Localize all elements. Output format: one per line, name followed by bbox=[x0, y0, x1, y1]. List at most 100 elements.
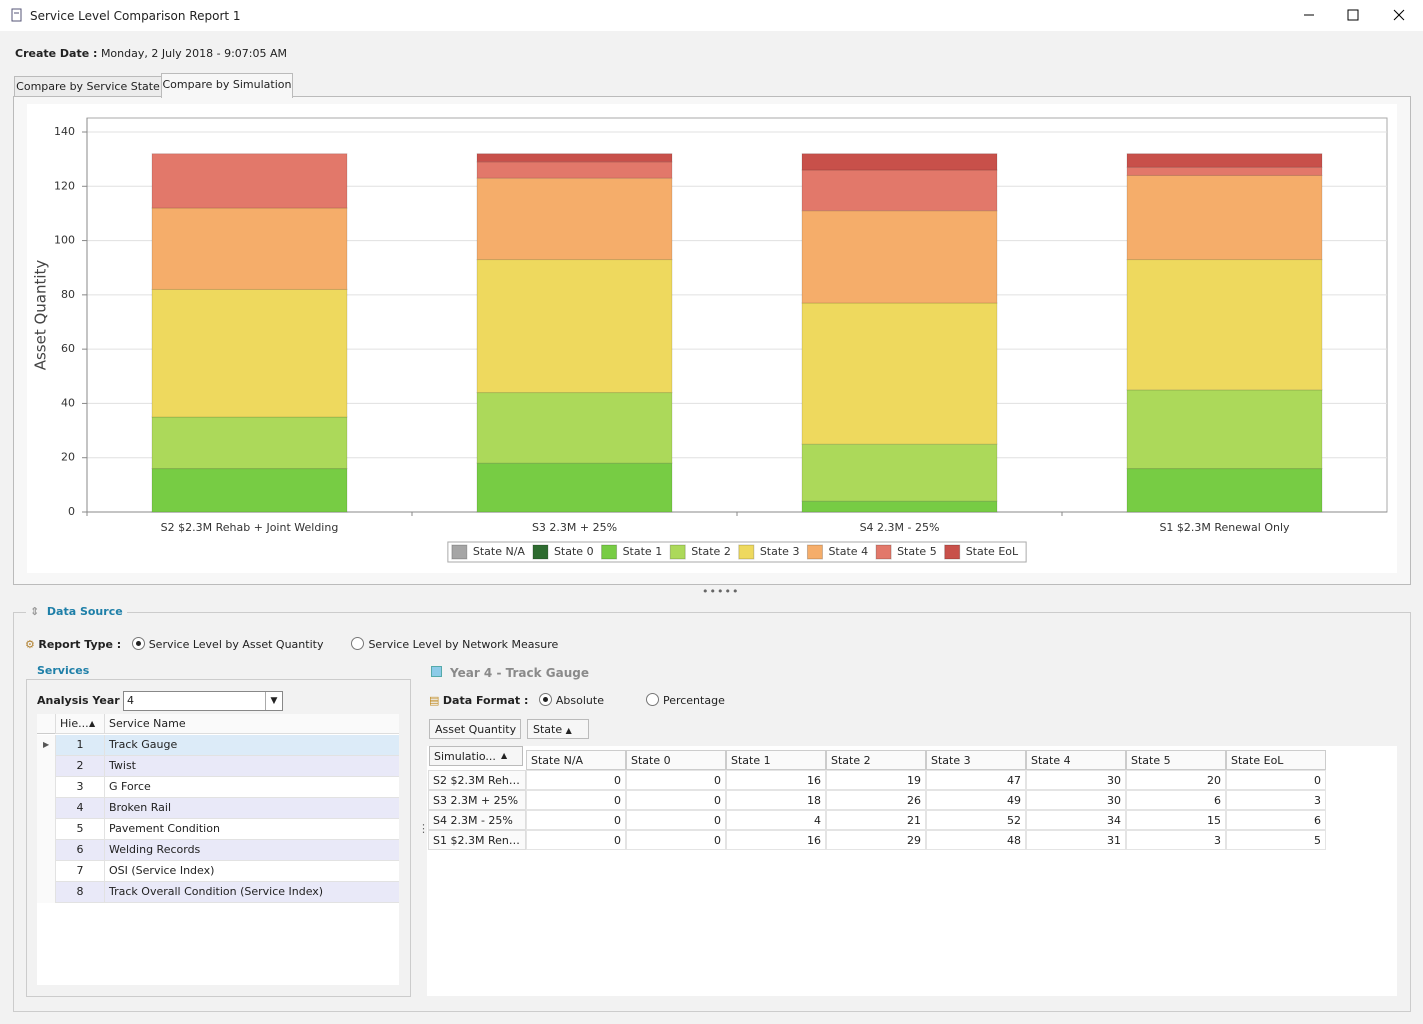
services-title: Services bbox=[33, 664, 94, 677]
cell: Pavement Condition bbox=[105, 819, 399, 840]
radio-label: Percentage bbox=[662, 694, 725, 707]
bar-segment bbox=[801, 169, 998, 212]
column-header: State EoL bbox=[1226, 750, 1326, 770]
legend-label: State EoL bbox=[966, 545, 1019, 558]
row-header: S3 2.3M + 25% bbox=[428, 790, 526, 810]
legend-swatch bbox=[875, 544, 892, 560]
data-format: ▤ Data Format : Absolute Percentage bbox=[429, 693, 725, 707]
year-title-text: Year 4 - Track Gauge bbox=[450, 666, 589, 680]
y-tick-label: 100 bbox=[54, 234, 75, 247]
data-source-group bbox=[13, 612, 1411, 1012]
cell: 19 bbox=[826, 770, 926, 790]
cell: 16 bbox=[726, 830, 826, 850]
analysis-year-combo[interactable]: 4 ▼ bbox=[123, 691, 283, 711]
bar-segment bbox=[476, 392, 673, 464]
row-header-button: Simulatio... bbox=[429, 746, 523, 766]
bar-segment bbox=[801, 500, 998, 513]
window-controls[interactable] bbox=[1290, 0, 1423, 31]
bar-segment bbox=[1126, 468, 1323, 513]
cell: 21 bbox=[826, 810, 926, 830]
splitter[interactable]: ⋮ bbox=[418, 822, 429, 835]
bar-segment bbox=[151, 207, 348, 290]
cell: Twist bbox=[105, 756, 399, 777]
column-header: State 2 bbox=[826, 750, 926, 770]
column-header bbox=[37, 714, 55, 734]
legend-swatch bbox=[601, 544, 618, 560]
y-tick-label: 140 bbox=[54, 125, 75, 138]
field-button[interactable]: Asset Quantity bbox=[429, 719, 521, 739]
legend-swatch bbox=[669, 544, 686, 560]
legend-swatch bbox=[532, 544, 549, 560]
cell: 6 bbox=[1226, 810, 1326, 830]
row-indicator bbox=[37, 756, 55, 777]
legend-item: State 5 bbox=[875, 544, 937, 560]
bar-segment bbox=[801, 153, 998, 171]
cell: G Force bbox=[105, 777, 399, 798]
legend-item: State EoL bbox=[944, 544, 1019, 560]
report-type-label: Report Type : bbox=[38, 638, 122, 651]
legend-label: State 3 bbox=[760, 545, 800, 558]
cell: Welding Records bbox=[105, 840, 399, 861]
cell: 3 bbox=[1126, 830, 1226, 850]
cell: 49 bbox=[926, 790, 1026, 810]
row-indicator bbox=[37, 819, 55, 840]
radio-label: Absolute bbox=[555, 694, 604, 707]
bar-segment bbox=[801, 210, 998, 304]
cell: 4 bbox=[55, 798, 105, 819]
create-date: Create Date : Monday, 2 July 2018 - 9:07… bbox=[15, 47, 287, 60]
cell: 6 bbox=[55, 840, 105, 861]
legend-label: State 5 bbox=[897, 545, 937, 558]
cell: 34 bbox=[1026, 810, 1126, 830]
field-button[interactable]: State ▲ bbox=[527, 719, 589, 739]
cell: 5 bbox=[55, 819, 105, 840]
column-header: Hie... bbox=[55, 714, 105, 734]
bar-segment bbox=[1126, 153, 1323, 168]
radio-option[interactable]: Service Level by Network Measure bbox=[351, 637, 559, 651]
cell: 29 bbox=[826, 830, 926, 850]
row-indicator bbox=[37, 840, 55, 861]
legend-item: State N/A bbox=[451, 544, 525, 560]
cell: 6 bbox=[1126, 790, 1226, 810]
bar-segment bbox=[476, 161, 673, 179]
cell: 31 bbox=[1026, 830, 1126, 850]
cell: 52 bbox=[926, 810, 1026, 830]
legend-swatch bbox=[944, 544, 961, 560]
analysis-year-label: Analysis Year : bbox=[37, 694, 128, 707]
cell: 15 bbox=[1126, 810, 1226, 830]
x-tick-label: S4 2.3M - 25% bbox=[860, 521, 940, 534]
cell: 0 bbox=[526, 810, 626, 830]
legend-label: State 2 bbox=[691, 545, 731, 558]
bar-segment bbox=[476, 177, 673, 261]
bar-segment bbox=[1126, 166, 1323, 176]
services-grid: Hie... ▲ Service Name ▶ 1 Track Gauge 2 Twist 3 G… bbox=[37, 714, 399, 985]
data-format-label: Data Format : bbox=[442, 694, 529, 707]
legend-swatch bbox=[806, 544, 823, 560]
radio-label: Service Level by Asset Quantity bbox=[148, 638, 324, 651]
tab-active[interactable]: Compare by Simulation bbox=[161, 73, 293, 98]
radio-option[interactable]: Absolute bbox=[538, 693, 604, 707]
radio-label: Service Level by Network Measure bbox=[368, 638, 559, 651]
x-tick-label: S1 $2.3M Renewal Only bbox=[1159, 521, 1290, 534]
radio-option[interactable]: Percentage bbox=[645, 693, 725, 707]
cell: OSI (Service Index) bbox=[105, 861, 399, 882]
chart: Asset Quantity 0 20 40 60 80 100 120 140 S2 $2.3… bbox=[27, 104, 1397, 573]
cell: 3 bbox=[55, 777, 105, 798]
column-header: State 1 bbox=[726, 750, 826, 770]
splitter[interactable]: ••••• bbox=[702, 585, 740, 598]
y-tick-label: 0 bbox=[68, 505, 75, 518]
y-tick-label: 20 bbox=[61, 451, 75, 464]
x-tick-label: S3 2.3M + 25% bbox=[532, 521, 617, 534]
bar-segment bbox=[476, 462, 673, 513]
sort-icon: ▲ bbox=[89, 719, 96, 728]
legend-swatch bbox=[738, 544, 755, 560]
bar-segment bbox=[1126, 259, 1323, 391]
cell: Track Overall Condition (Service Index) bbox=[105, 882, 399, 903]
cell: 30 bbox=[1026, 790, 1126, 810]
tab[interactable]: Compare by Service State bbox=[14, 76, 162, 97]
title-bar bbox=[0, 0, 1423, 31]
cell: 47 bbox=[926, 770, 1026, 790]
legend-label: State 0 bbox=[554, 545, 594, 558]
radio-option[interactable]: Service Level by Asset Quantity bbox=[131, 637, 324, 651]
bar-segment bbox=[1126, 389, 1323, 470]
